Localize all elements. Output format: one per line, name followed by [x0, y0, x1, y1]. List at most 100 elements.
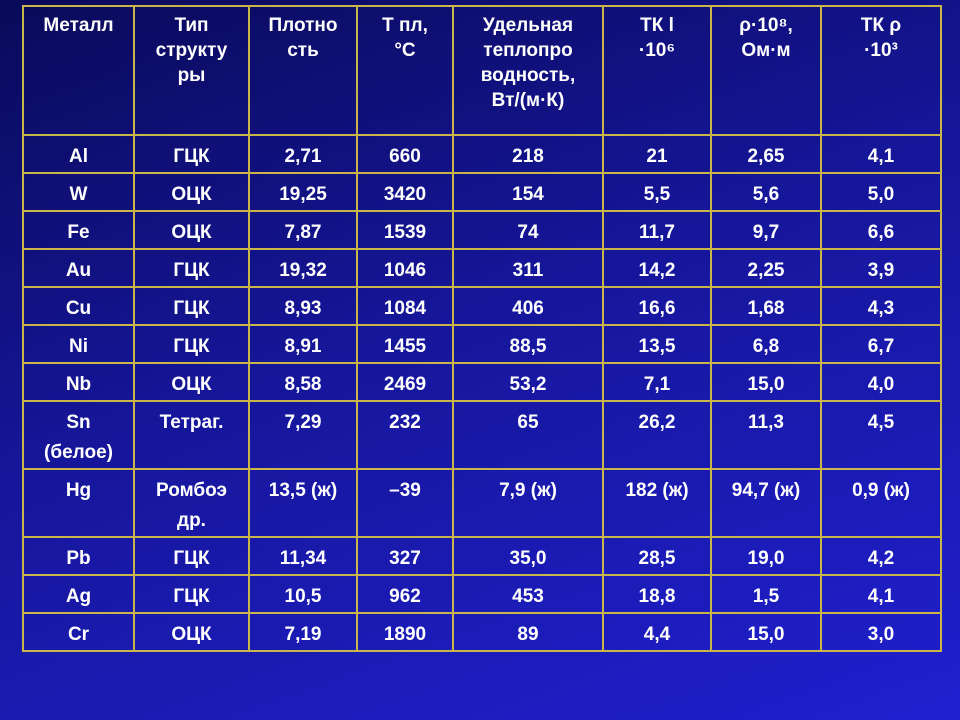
header-cell: Металл [22, 5, 135, 136]
table-cell: –39 [356, 468, 454, 538]
table-cell: 35,0 [452, 536, 604, 576]
table-cell: 1084 [356, 286, 454, 326]
table-cell: ОЦК [133, 210, 250, 250]
table-cell: ОЦК [133, 172, 250, 212]
header-cell: ТК ρ ·10³ [820, 5, 942, 136]
table-cell: 1,5 [710, 574, 822, 614]
cell-line: ·10³ [864, 40, 898, 61]
table-cell: 8,58 [248, 362, 358, 402]
table-cell: ОЦК [133, 612, 250, 652]
table-cell: 11,7 [602, 210, 712, 250]
table-cell: 3420 [356, 172, 454, 212]
header-cell: Удельная теплопро водность, Вт/(м·К) [452, 5, 604, 136]
table-cell: 1,68 [710, 286, 822, 326]
cell-line: Удельная [482, 15, 574, 36]
table-row: Hg Ромбоэ др. 13,5 (ж) –39 7,9 (ж) 182 (ж) 94,7… [22, 468, 942, 538]
header-cell: ρ·10⁸, Ом·м [710, 5, 822, 136]
table-cell: Ni [22, 324, 135, 364]
table-cell: 88,5 [452, 324, 604, 364]
table-cell: 7,87 [248, 210, 358, 250]
table-row: Cr ОЦК 7,19 1890 89 4,4 15,0 3,0 [22, 612, 942, 652]
table-row: Au ГЦК 19,32 1046 311 14,2 2,25 3,9 [22, 248, 942, 288]
table-cell: 218 [452, 134, 604, 174]
table-cell: 74 [452, 210, 604, 250]
metals-table: Металл Тип структу ры Плотно сть Т пл, °C Удельн… [22, 5, 942, 652]
table-cell: 14,2 [602, 248, 712, 288]
table-row: Nb ОЦК 8,58 2469 53,2 7,1 15,0 4,0 [22, 362, 942, 402]
table-cell: 26,2 [602, 400, 712, 470]
table-row: Fe ОЦК 7,87 1539 74 11,7 9,7 6,6 [22, 210, 942, 250]
cell-line: ТК ρ [860, 15, 902, 36]
table-cell: ГЦК [133, 324, 250, 364]
table-cell: Fe [22, 210, 135, 250]
table-cell: 4,2 [820, 536, 942, 576]
cell-line: ры [177, 65, 206, 86]
table-cell: 16,6 [602, 286, 712, 326]
table-row: Ni ГЦК 8,91 1455 88,5 13,5 6,8 6,7 [22, 324, 942, 364]
table-cell: ГЦК [133, 536, 250, 576]
table-cell: 1890 [356, 612, 454, 652]
table-cell: 13,5 (ж) [248, 468, 358, 538]
table-cell: 7,1 [602, 362, 712, 402]
table-cell: Al [22, 134, 135, 174]
cell-line: др. [177, 510, 206, 531]
cell-line: Тип [174, 15, 209, 36]
table-cell: 2,25 [710, 248, 822, 288]
table-cell: 660 [356, 134, 454, 174]
table-cell: 1539 [356, 210, 454, 250]
table-cell: Ромбоэ др. [133, 468, 250, 538]
table-row: Sn (белое) Тетраг. 7,29 232 65 26,2 11,3 4,5 [22, 400, 942, 470]
table-cell: 962 [356, 574, 454, 614]
header-cell: Плотно сть [248, 5, 358, 136]
table-cell: Pb [22, 536, 135, 576]
table-cell: 3,9 [820, 248, 942, 288]
cell-line: Т пл, [382, 15, 428, 36]
table-cell: 6,6 [820, 210, 942, 250]
table-cell: 232 [356, 400, 454, 470]
header-cell: Тип структу ры [133, 5, 250, 136]
table-cell: 3,0 [820, 612, 942, 652]
table-cell: 4,4 [602, 612, 712, 652]
table-cell: 182 (ж) [602, 468, 712, 538]
table-cell: 311 [452, 248, 604, 288]
table-cell: Nb [22, 362, 135, 402]
cell-line: Ом·м [741, 40, 791, 61]
table-row: W ОЦК 19,25 3420 154 5,5 5,6 5,0 [22, 172, 942, 212]
table-cell: ГЦК [133, 134, 250, 174]
table-cell: 8,93 [248, 286, 358, 326]
table-cell: 4,5 [820, 400, 942, 470]
table-cell: 4,1 [820, 134, 942, 174]
table-cell: 89 [452, 612, 604, 652]
table-cell: Sn (белое) [22, 400, 135, 470]
table-row: Cu ГЦК 8,93 1084 406 16,6 1,68 4,3 [22, 286, 942, 326]
table-cell: 15,0 [710, 612, 822, 652]
table-cell: 7,29 [248, 400, 358, 470]
table-cell: 1455 [356, 324, 454, 364]
table-row: Ag ГЦК 10,5 962 453 18,8 1,5 4,1 [22, 574, 942, 614]
table-cell: 327 [356, 536, 454, 576]
table-cell: 154 [452, 172, 604, 212]
table-cell: 94,7 (ж) [710, 468, 822, 538]
table-cell: 4,1 [820, 574, 942, 614]
table-cell: Au [22, 248, 135, 288]
table-cell: 1046 [356, 248, 454, 288]
cell-line: ТК l [640, 15, 674, 36]
table-cell: 5,0 [820, 172, 942, 212]
table-cell: 4,3 [820, 286, 942, 326]
table-cell: ГЦК [133, 248, 250, 288]
cell-line: структу [155, 40, 228, 61]
table-cell: ГЦК [133, 574, 250, 614]
table-cell: 18,8 [602, 574, 712, 614]
table-row: Al ГЦК 2,71 660 218 21 2,65 4,1 [22, 134, 942, 174]
table-cell: Cu [22, 286, 135, 326]
table-cell: 5,6 [710, 172, 822, 212]
table-cell: Cr [22, 612, 135, 652]
header-cell: ТК l ·10⁶ [602, 5, 712, 136]
table-cell: 0,9 (ж) [820, 468, 942, 538]
cell-line: ·10⁶ [638, 40, 676, 61]
table-cell: 8,91 [248, 324, 358, 364]
cell-line: Металл [43, 15, 114, 36]
cell-line: Sn [66, 412, 91, 433]
cell-line: °C [394, 40, 416, 61]
